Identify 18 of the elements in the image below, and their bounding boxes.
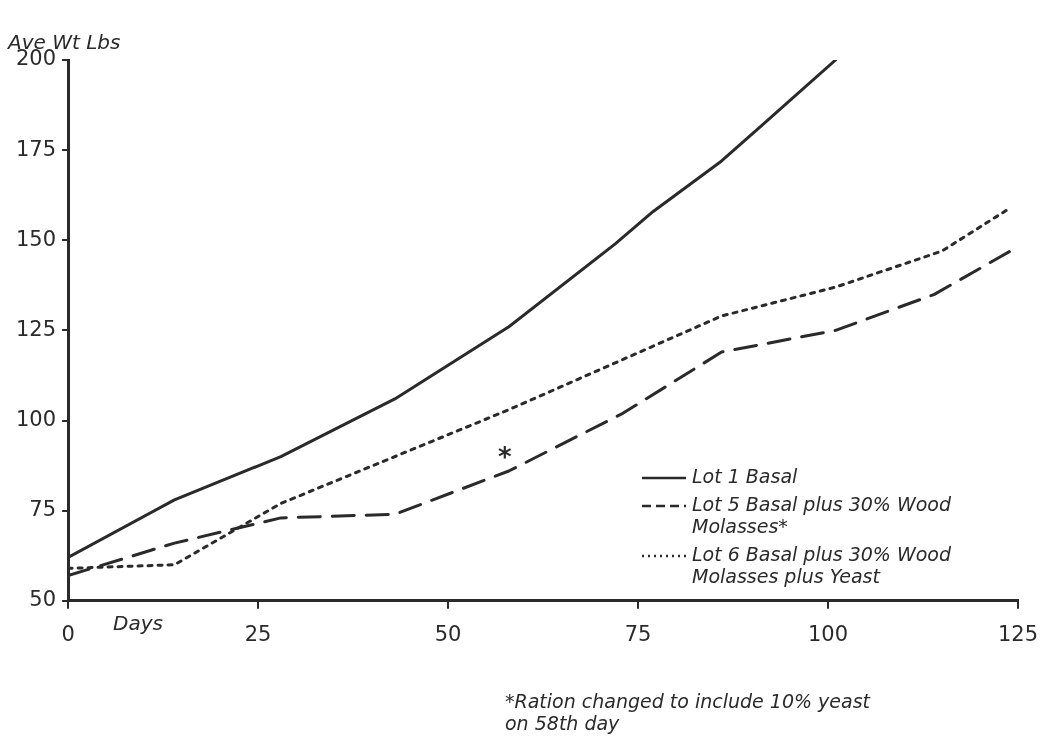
- legend-label: Lot 5 Basal plus 30% Wood Molasses*: [692, 493, 953, 537]
- x-tick-label: 25: [244, 621, 272, 646]
- legend-label: Lot 1 Basal: [692, 465, 798, 487]
- x-tick-label: 0: [61, 621, 75, 646]
- text: *Ration changed to include 10% yeast on 58th day: [505, 690, 872, 734]
- x-axis-title: Days: [113, 611, 163, 635]
- y-tick-label: 100: [15, 406, 57, 431]
- x-tick-label: 50: [434, 621, 462, 646]
- x-tick-label: 125: [997, 621, 1039, 646]
- x-tick-label: 75: [624, 621, 652, 646]
- legend-label: Lot 6 Basal plus 30% Wood Molasses plus Yeast: [692, 543, 953, 587]
- y-tick-label: 125: [15, 316, 57, 341]
- y-tick-label: 175: [15, 136, 57, 161]
- y-tick-label: 50: [29, 587, 57, 612]
- y-tick-label: 150: [15, 226, 57, 251]
- x-tick-label: 100: [807, 621, 849, 646]
- annotation: *: [498, 441, 513, 472]
- y-tick-label: 75: [29, 497, 57, 522]
